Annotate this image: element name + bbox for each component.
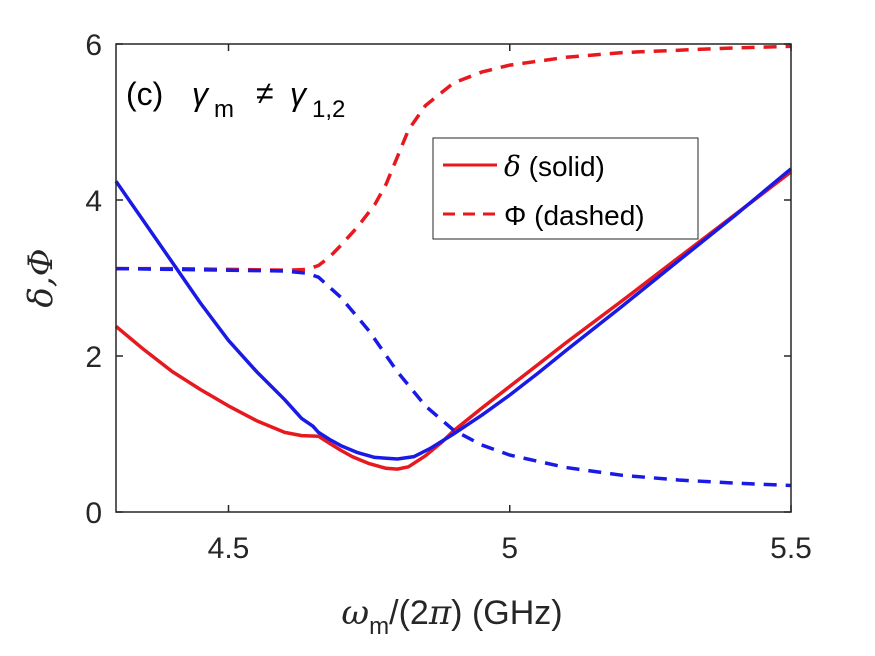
gamma-m-subscript: m <box>214 96 234 123</box>
phi-curve-blue <box>115 266 792 488</box>
x-tick-label: 5 <box>501 532 518 565</box>
panel-annotation: (c) γ m ≠ γ 1,2 <box>126 75 345 123</box>
delta-curve-blue <box>114 167 793 461</box>
x-axis-label: ωm/(2π) (GHz) <box>341 593 562 640</box>
not-equal-sign: ≠ <box>256 75 274 111</box>
y-tick-label: 0 <box>85 497 102 530</box>
x-tick-label: 4.5 <box>208 532 250 565</box>
tick-layer: 4.5 5 5.5 0 2 4 6 <box>85 29 812 565</box>
gamma-12-subscript: 1,2 <box>312 96 345 123</box>
y-axis-label: δ,Φ <box>21 248 61 307</box>
legend-box <box>432 137 699 240</box>
phi-curve-red <box>116 44 792 272</box>
delta-curve-red <box>114 170 793 471</box>
legend-phi-label: Φ (dashed) <box>504 200 645 231</box>
series-layer <box>114 44 793 488</box>
panel-label: (c) <box>126 76 163 112</box>
gamma-12-symbol: γ <box>290 76 308 112</box>
x-tick-label: 5.5 <box>770 532 812 565</box>
y-tick-label: 6 <box>85 29 102 62</box>
legend-delta-label: δ (solid) <box>504 150 605 183</box>
legend: δ (solid) Φ (dashed) <box>432 137 699 240</box>
y-tick-label: 2 <box>85 341 102 374</box>
axes-box <box>115 43 792 513</box>
gamma-m-symbol: γ <box>192 76 210 112</box>
y-tick-label: 4 <box>85 185 102 218</box>
